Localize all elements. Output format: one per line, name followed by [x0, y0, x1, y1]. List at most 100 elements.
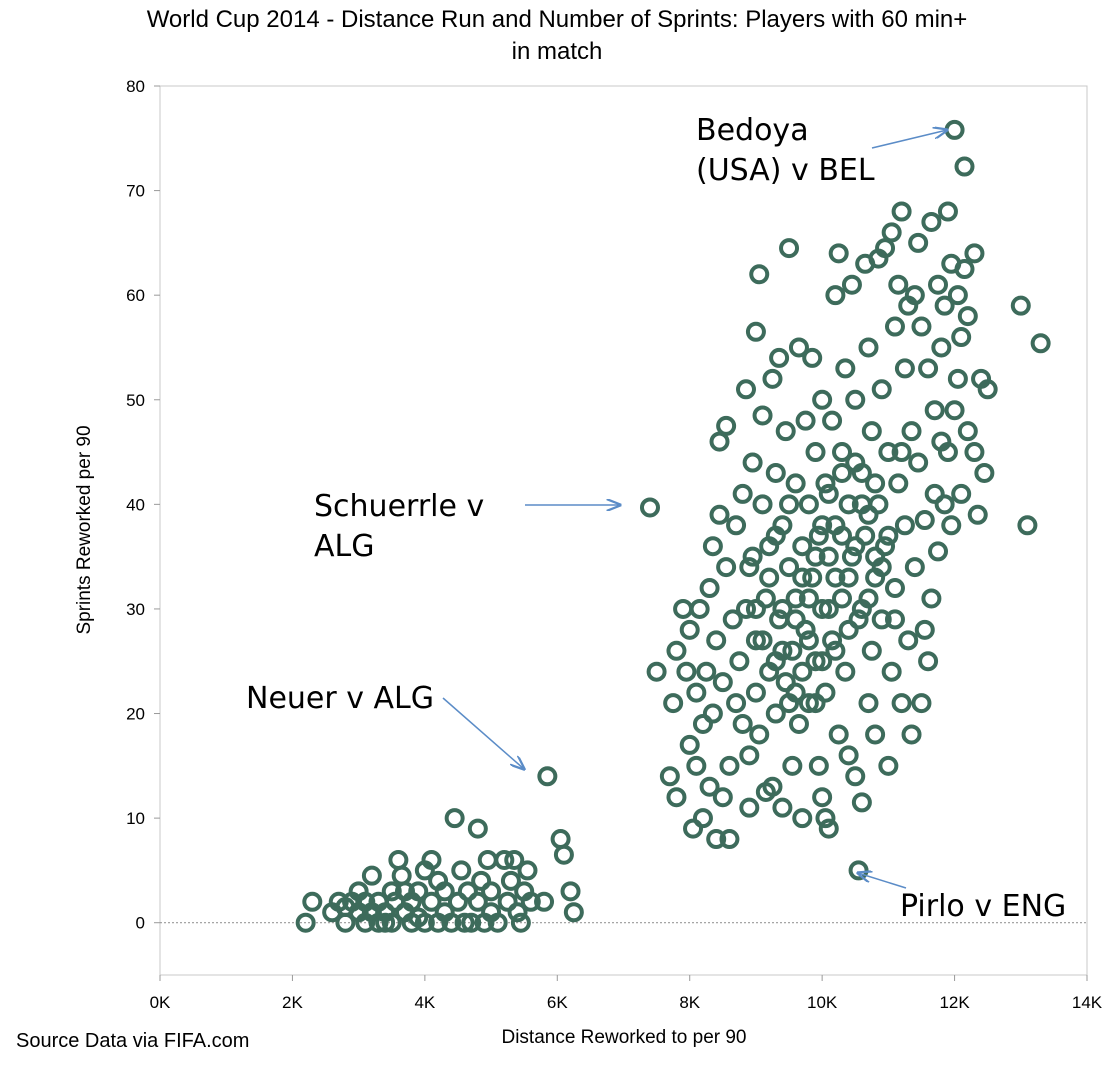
- data-point: [537, 766, 558, 787]
- data-point: [798, 630, 819, 651]
- data-point: [381, 881, 402, 902]
- data-point: [888, 473, 909, 494]
- y-tick-label: 80: [126, 77, 145, 96]
- source-note: Source Data via FIFA.com: [16, 1030, 250, 1052]
- data-point: [765, 462, 786, 483]
- data-point: [692, 808, 713, 829]
- data-point: [729, 651, 750, 672]
- data-point: [451, 860, 472, 881]
- data-point: [845, 452, 866, 473]
- data-point: [818, 483, 839, 504]
- data-point: [699, 578, 720, 599]
- data-point: [699, 776, 720, 797]
- data-point: [891, 442, 912, 463]
- data-point: [719, 829, 740, 850]
- data-point: [858, 588, 879, 609]
- data-point: [841, 546, 862, 567]
- data-point: [381, 912, 402, 933]
- data-point: [679, 619, 700, 640]
- data-point: [788, 713, 809, 734]
- data-point: [454, 912, 475, 933]
- data-point: [825, 640, 846, 661]
- data-point: [732, 483, 753, 504]
- data-point: [865, 724, 886, 745]
- data-point: [921, 211, 942, 232]
- data-point: [487, 912, 508, 933]
- data-point: [414, 912, 435, 933]
- data-point: [875, 238, 896, 259]
- data-point: [739, 557, 760, 578]
- data-point: [745, 682, 766, 703]
- data-point: [818, 598, 839, 619]
- data-point: [818, 546, 839, 567]
- data-point: [871, 379, 892, 400]
- data-point: [944, 400, 965, 421]
- data-point: [878, 755, 899, 776]
- data-point: [838, 494, 859, 515]
- data-point: [421, 849, 442, 870]
- x-tick-label: 12K: [939, 993, 970, 1012]
- data-point: [762, 776, 783, 797]
- data-point: [520, 891, 541, 912]
- data-point: [964, 243, 985, 264]
- data-point: [639, 497, 660, 518]
- data-point: [918, 358, 939, 379]
- data-point: [918, 651, 939, 672]
- data-point: [908, 232, 929, 253]
- data-point: [421, 891, 442, 912]
- y-tick-label: 70: [126, 182, 145, 201]
- data-point: [822, 630, 843, 651]
- data-point: [802, 567, 823, 588]
- data-point: [815, 473, 836, 494]
- data-point: [812, 787, 833, 808]
- data-point: [772, 598, 793, 619]
- data-point: [911, 316, 932, 337]
- data-point: [739, 797, 760, 818]
- data-point: [706, 829, 727, 850]
- data-point: [785, 473, 806, 494]
- data-point: [742, 546, 763, 567]
- data-point: [785, 609, 806, 630]
- chart-title: World Cup 2014 - Distance Run and Number…: [146, 6, 968, 65]
- data-point: [745, 598, 766, 619]
- data-point: [825, 567, 846, 588]
- data-point: [444, 808, 465, 829]
- data-point: [749, 264, 770, 285]
- data-point: [951, 483, 972, 504]
- data-point: [798, 693, 819, 714]
- data-point: [709, 504, 730, 525]
- data-point: [765, 525, 786, 546]
- data-point: [457, 881, 478, 902]
- data-point: [957, 306, 978, 327]
- data-point: [808, 525, 829, 546]
- data-point: [891, 201, 912, 222]
- data-point: [782, 755, 803, 776]
- data-point: [461, 912, 482, 933]
- data-point: [646, 661, 667, 682]
- data-point: [735, 379, 756, 400]
- data-point: [391, 865, 412, 886]
- x-tick-label: 14K: [1072, 993, 1103, 1012]
- data-point: [881, 222, 902, 243]
- data-point: [696, 661, 717, 682]
- data-point: [477, 849, 498, 870]
- data-point: [679, 734, 700, 755]
- annotation-label: Neuer v ALG: [246, 681, 434, 716]
- data-point: [772, 797, 793, 818]
- data-point: [858, 693, 879, 714]
- data-point: [755, 588, 776, 609]
- data-point: [775, 672, 796, 693]
- data-point: [841, 274, 862, 295]
- data-point: [875, 536, 896, 557]
- data-point: [782, 640, 803, 661]
- data-point: [845, 766, 866, 787]
- data-point: [861, 640, 882, 661]
- data-point: [447, 891, 468, 912]
- data-point: [964, 442, 985, 463]
- data-point: [884, 316, 905, 337]
- data-point: [686, 682, 707, 703]
- data-point: [788, 337, 809, 358]
- data-point: [908, 452, 929, 473]
- data-point: [818, 818, 839, 839]
- data-point: [709, 431, 730, 452]
